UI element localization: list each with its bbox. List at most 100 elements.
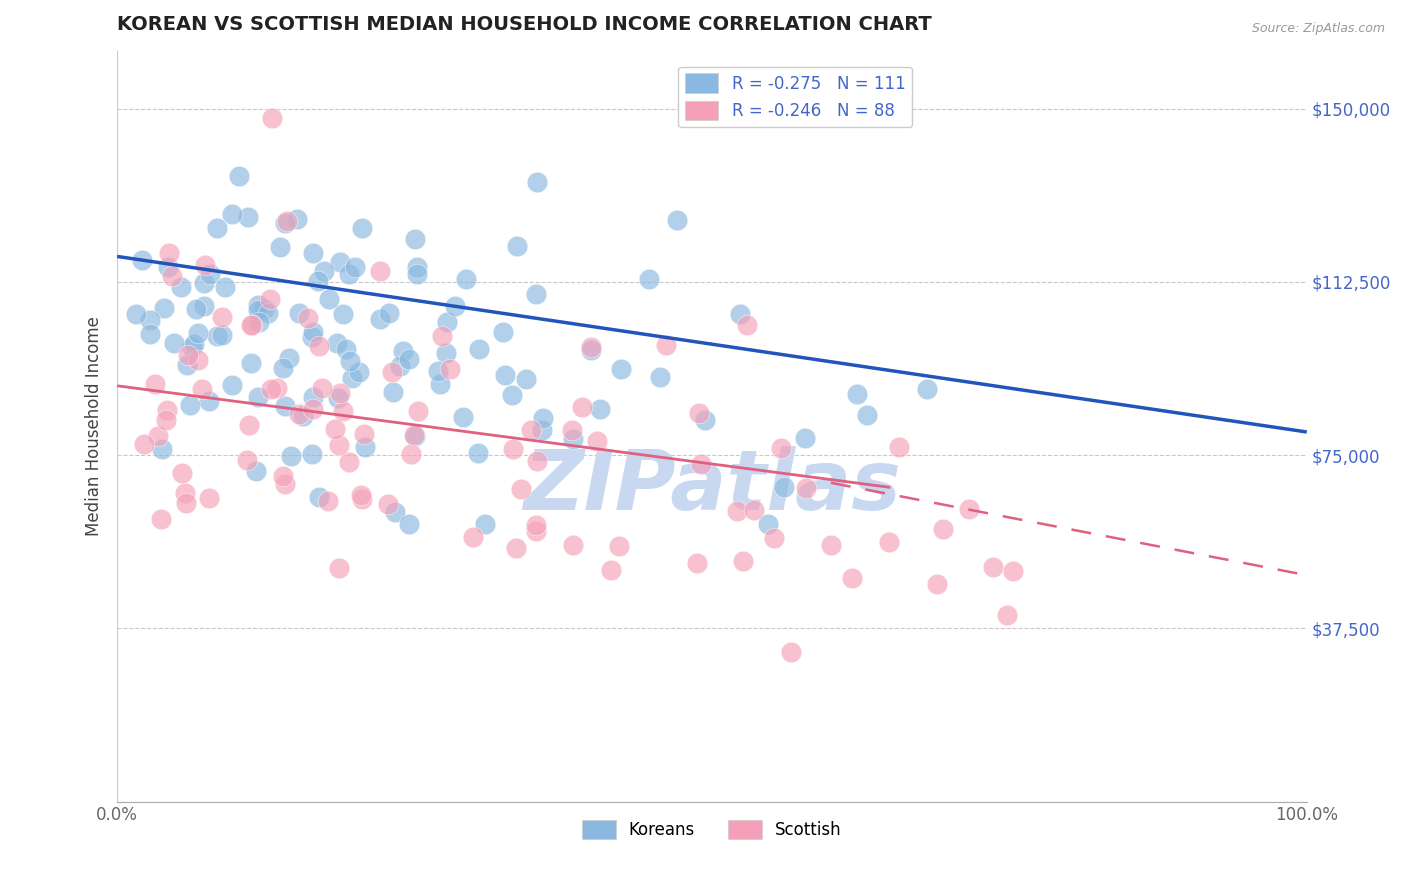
Point [501, 388, 523, 402]
Point [247, 298, 270, 312]
Point [155, 413, 177, 427]
Point [228, 169, 250, 184]
Point [763, 531, 786, 545]
Point [689, 457, 711, 471]
Point [318, 292, 340, 306]
Point [350, 488, 373, 502]
Point [323, 422, 346, 436]
Point [260, 382, 283, 396]
Point [779, 645, 801, 659]
Point [524, 524, 547, 538]
Point [927, 577, 949, 591]
Point [312, 264, 335, 278]
Point [492, 325, 515, 339]
Point [794, 431, 817, 445]
Point [174, 496, 197, 510]
Text: KOREAN VS SCOTTISH MEDIAN HOUSEHOLD INCOME CORRELATION CHART: KOREAN VS SCOTTISH MEDIAN HOUSEHOLD INCO… [117, 15, 932, 34]
Point [794, 481, 817, 495]
Point [404, 429, 426, 443]
Point [198, 267, 221, 281]
Point [337, 455, 360, 469]
Point [561, 423, 583, 437]
Point [562, 432, 585, 446]
Point [288, 408, 311, 422]
Point [278, 351, 301, 366]
Point [205, 329, 228, 343]
Point [181, 340, 204, 354]
Point [384, 505, 406, 519]
Point [773, 480, 796, 494]
Point [526, 453, 548, 467]
Point [328, 561, 350, 575]
Text: ZIPatlas: ZIPatlas [523, 446, 901, 527]
Point [211, 310, 233, 324]
Point [339, 353, 361, 368]
Point [139, 326, 162, 341]
Point [1002, 564, 1025, 578]
Point [302, 390, 325, 404]
Point [439, 362, 461, 376]
Point [301, 447, 323, 461]
Point [686, 556, 709, 570]
Point [655, 338, 678, 352]
Point [257, 306, 280, 320]
Point [561, 538, 583, 552]
Point [239, 318, 262, 332]
Point [308, 339, 330, 353]
Point [273, 360, 295, 375]
Y-axis label: Median Household Income: Median Household Income [86, 317, 103, 536]
Point [725, 503, 748, 517]
Point [509, 482, 531, 496]
Point [211, 327, 233, 342]
Point [474, 517, 496, 532]
Point [221, 207, 243, 221]
Point [247, 390, 270, 404]
Point [429, 376, 451, 391]
Point [454, 271, 477, 285]
Point [519, 423, 541, 437]
Point [152, 301, 174, 316]
Point [531, 410, 554, 425]
Point [245, 464, 267, 478]
Point [146, 429, 169, 443]
Point [406, 403, 429, 417]
Point [377, 306, 399, 320]
Legend: Koreans, Scottish: Koreans, Scottish [575, 814, 848, 846]
Point [368, 311, 391, 326]
Point [609, 540, 631, 554]
Point [214, 280, 236, 294]
Point [139, 313, 162, 327]
Point [401, 447, 423, 461]
Point [143, 377, 166, 392]
Point [179, 398, 201, 412]
Point [240, 355, 263, 369]
Point [340, 371, 363, 385]
Point [205, 220, 228, 235]
Point [350, 492, 373, 507]
Point [430, 328, 453, 343]
Point [183, 336, 205, 351]
Point [756, 517, 779, 532]
Point [302, 245, 325, 260]
Point [308, 490, 330, 504]
Point [193, 299, 215, 313]
Point [329, 255, 352, 269]
Point [271, 469, 294, 483]
Point [505, 541, 527, 555]
Point [610, 362, 633, 376]
Point [381, 365, 404, 379]
Point [571, 401, 593, 415]
Point [730, 307, 752, 321]
Point [236, 453, 259, 467]
Point [451, 409, 474, 424]
Point [266, 381, 288, 395]
Point [269, 240, 291, 254]
Point [354, 440, 377, 454]
Point [301, 329, 323, 343]
Point [316, 494, 339, 508]
Point [524, 518, 547, 533]
Point [160, 268, 183, 283]
Point [194, 258, 217, 272]
Point [957, 501, 980, 516]
Point [855, 408, 877, 422]
